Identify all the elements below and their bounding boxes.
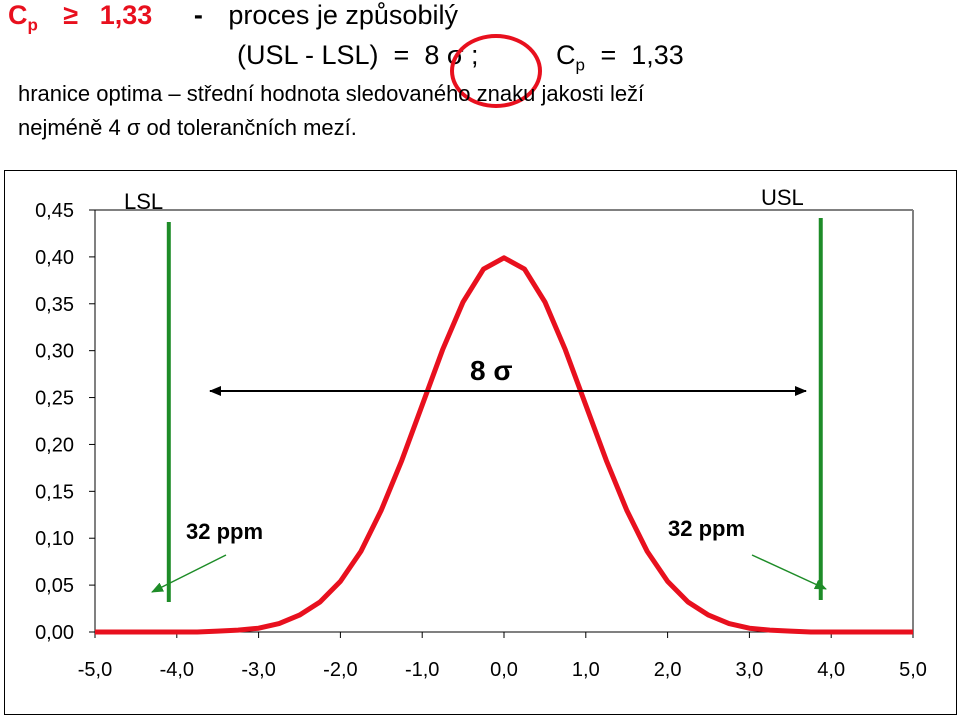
cp-condition-line: Cp ≥ 1,33 - proces je způsobilý — [8, 0, 458, 35]
sigma-highlight-circle — [450, 34, 542, 108]
chart-frame — [4, 170, 957, 715]
x-tick-label: 4,0 — [817, 659, 845, 681]
y-tick-label: 0,25 — [35, 388, 74, 410]
right-tail-arrow — [751, 554, 827, 590]
span-label: 8 σ — [470, 355, 513, 386]
x-tick-label: 2,0 — [654, 659, 682, 681]
formula-line: (USL - LSL) = 8 σ ; Cp = 1,33 — [237, 40, 684, 75]
x-tick-label: -4,0 — [160, 659, 194, 681]
x-tick-label: 1,0 — [572, 659, 600, 681]
cp-value: 1,33 — [99, 0, 153, 30]
x-tick-label: 5,0 — [899, 659, 927, 681]
left-tail-label: 32 ppm — [186, 519, 263, 544]
y-tick-label: 0,35 — [35, 294, 74, 316]
y-tick-label: 0,40 — [35, 247, 74, 269]
x-tick-label: -5,0 — [78, 659, 112, 681]
right-tail-label: 32 ppm — [668, 516, 745, 541]
lsl-label: LSL — [124, 189, 163, 214]
y-tick-label: 0,45 — [35, 200, 74, 222]
y-tick-label: 0,30 — [35, 341, 74, 363]
ge-symbol: ≥ — [63, 0, 79, 30]
y-tick-label: 0,20 — [35, 434, 74, 456]
x-tick-label: 3,0 — [735, 659, 763, 681]
x-tick-label: -3,0 — [241, 659, 275, 681]
usl-label: USL — [761, 185, 804, 210]
y-tick-label: 0,05 — [35, 575, 74, 597]
description-line-1: hranice optima – střední hodnota sledova… — [18, 81, 645, 106]
y-tick-label: 0,15 — [35, 481, 74, 503]
cp2-symbol: Cp — [556, 40, 585, 75]
left-tail-arrow — [151, 554, 227, 593]
description-line-2: nejméně 4 σ od tolerančních mezí. — [18, 115, 357, 140]
y-tick-label: 0,00 — [35, 622, 74, 644]
distribution-curve — [95, 255, 913, 635]
statement: proces je způsobilý — [228, 0, 458, 30]
x-tick-label: -2,0 — [323, 659, 357, 681]
x-tick-label: 0,0 — [490, 659, 518, 681]
cp2-value: = 1,33 — [600, 40, 684, 70]
x-tick-label: -1,0 — [405, 659, 439, 681]
cp-symbol: Cp — [8, 0, 38, 35]
dash: - — [193, 0, 203, 30]
y-tick-label: 0,10 — [35, 528, 74, 550]
